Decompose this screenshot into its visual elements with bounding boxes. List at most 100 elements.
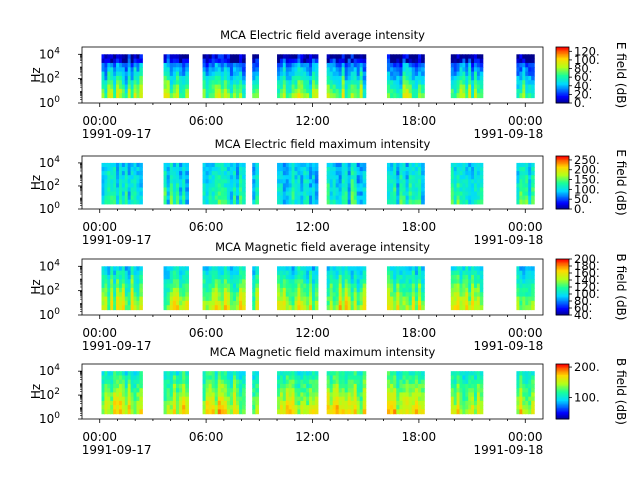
spectrogram-cell — [285, 195, 290, 201]
spectrogram-cell — [476, 405, 481, 410]
y-tick-exponent: 0 — [54, 307, 60, 317]
colorbar-tick-label: 100. — [574, 182, 600, 196]
spectrogram-cell — [300, 375, 304, 381]
spectrogram-cell — [113, 162, 117, 168]
spectrogram-cell — [136, 167, 140, 172]
spectrogram-cell — [306, 383, 310, 389]
spectrogram-cell — [474, 400, 478, 406]
spectrogram-cell — [314, 171, 319, 176]
spectrogram-cell — [474, 58, 478, 64]
spectrogram-cell — [124, 279, 129, 285]
spectrogram-cell — [232, 179, 237, 184]
spectrogram-cell — [294, 71, 299, 77]
spectrogram-cell — [362, 305, 367, 311]
spectrogram-cell — [462, 80, 466, 86]
spectrogram-cell — [468, 167, 472, 172]
colorbar-swatch — [556, 310, 569, 313]
spectrogram-cell — [353, 195, 358, 201]
spectrogram-cell — [531, 80, 535, 86]
colorbar-swatch — [556, 171, 569, 174]
spectrogram-cell — [393, 54, 397, 60]
spectrogram-cell — [329, 187, 334, 193]
spectrogram-cell — [350, 405, 355, 410]
spectrogram-cell — [303, 175, 307, 180]
spectrogram-cell — [133, 396, 138, 402]
spectrogram-cell — [525, 179, 529, 184]
spectrogram-cell — [396, 58, 400, 64]
spectrogram-cell — [353, 162, 358, 168]
spectrogram-cell — [239, 187, 243, 193]
spectrogram-cell — [531, 183, 535, 189]
spectrogram-cell — [335, 199, 340, 205]
spectrogram-cell — [104, 388, 108, 393]
spectrogram-cell — [166, 183, 171, 189]
spectrogram-cell — [300, 274, 304, 280]
spectrogram-cell — [338, 54, 343, 60]
spectrogram-cell — [252, 80, 256, 86]
spectrogram-cell — [462, 67, 466, 73]
spectrogram-cell — [279, 62, 284, 68]
spectrogram-cell — [468, 195, 472, 201]
spectrogram-cell — [421, 283, 425, 289]
spectrogram-cell — [179, 266, 183, 272]
spectrogram-cell — [285, 54, 290, 60]
y-tick-base: 10 — [39, 412, 54, 426]
spectrogram-cell — [356, 400, 361, 406]
spectrogram-cell — [110, 67, 114, 73]
spectrogram-cell — [118, 396, 123, 402]
spectrogram-cell — [408, 71, 413, 77]
spectrogram-cell — [288, 54, 293, 60]
spectrogram-cell — [179, 388, 183, 393]
spectrogram-cell — [116, 279, 120, 285]
spectrogram-cell — [127, 58, 132, 64]
spectrogram-cell — [139, 187, 143, 193]
spectrogram-cell — [402, 292, 407, 298]
spectrogram-cell — [528, 80, 532, 86]
spectrogram-cell — [421, 379, 425, 385]
spectrogram-cell — [456, 167, 461, 172]
spectrogram-cell — [214, 396, 219, 402]
spectrogram-cell — [294, 80, 299, 86]
spectrogram-cell — [456, 179, 461, 184]
spectrogram-cell — [214, 80, 219, 86]
panel-title: MCA Electric field maximum intensity — [215, 137, 431, 151]
colorbar-swatch — [556, 170, 569, 173]
spectrogram-cell — [130, 195, 135, 201]
spectrogram-cell — [359, 75, 364, 81]
spectrogram-cell — [335, 388, 340, 393]
spectrogram-cell — [468, 400, 472, 406]
spectrogram-cell — [479, 84, 484, 90]
spectrogram-cell — [396, 274, 400, 280]
spectrogram-cell — [291, 179, 296, 184]
spectrogram-cell — [314, 80, 319, 86]
spectrogram-cell — [519, 58, 523, 64]
spectrogram-cell — [285, 88, 290, 94]
spectrogram-cell — [121, 171, 126, 176]
colorbar-label: E field (dB) — [614, 149, 628, 215]
spectrogram-cell — [326, 75, 331, 81]
spectrogram-cell — [522, 305, 526, 311]
spectrogram-cell — [239, 183, 243, 189]
spectrogram-cell — [450, 375, 455, 381]
spectrogram-cell — [399, 80, 404, 86]
data-segment — [277, 162, 319, 205]
spectrogram-cell — [104, 409, 108, 415]
spectrogram-cell — [208, 400, 213, 406]
spectrogram-cell — [232, 191, 237, 197]
spectrogram-cell — [300, 171, 304, 176]
spectrogram-cell — [456, 93, 461, 99]
spectrogram-cell — [172, 375, 177, 381]
spectrogram-cell — [519, 62, 523, 68]
spectrogram-cell — [314, 270, 319, 276]
spectrogram-cell — [450, 371, 455, 377]
spectrogram-cell — [282, 54, 287, 60]
spectrogram-cell — [306, 179, 310, 184]
spectrogram-cell — [314, 300, 319, 306]
spectrogram-cell — [479, 175, 484, 180]
spectrogram-cell — [282, 175, 287, 180]
spectrogram-cell — [399, 75, 404, 81]
spectrogram-cell — [476, 195, 481, 201]
spectrogram-cell — [205, 195, 210, 201]
spectrogram-cell — [414, 409, 419, 415]
spectrogram-cell — [239, 300, 243, 306]
